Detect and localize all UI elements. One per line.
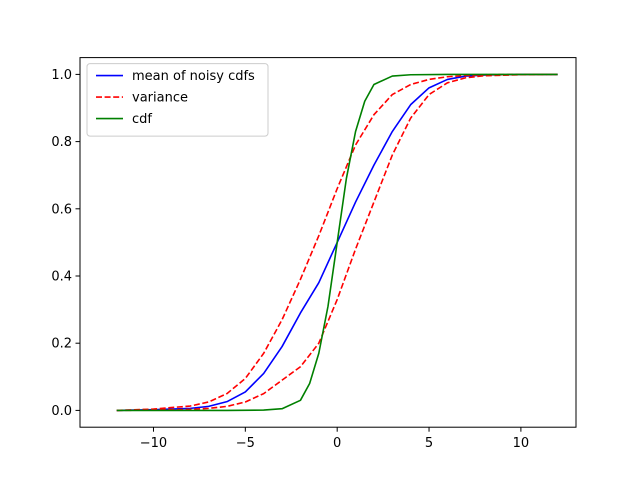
series-line-cdf-3 <box>116 73 558 412</box>
series-line-variance-1 <box>116 73 558 412</box>
series-layer <box>116 73 558 412</box>
y-tick-label: 0.0 <box>51 404 72 419</box>
legend-label-cdf: cdf <box>132 112 152 127</box>
x-tick-label: −10 <box>140 436 167 451</box>
y-tick-label: 0.2 <box>51 337 72 352</box>
series-line-variance-2 <box>116 73 558 412</box>
legend: mean of noisy cdfs variance cdf <box>86 63 269 137</box>
legend-label-variance: variance <box>132 91 188 106</box>
y-tick-label: 0.4 <box>51 270 72 285</box>
x-tick-label: 5 <box>425 436 433 451</box>
legend-box <box>86 63 269 137</box>
x-axis-ticks: −10 −5 0 5 10 <box>140 427 529 451</box>
x-tick-label: −5 <box>236 436 255 451</box>
x-tick-label: 0 <box>333 436 341 451</box>
legend-label-mean-of-noisy-cdfs: mean of noisy cdfs <box>132 69 255 84</box>
x-tick-label: 10 <box>513 436 530 451</box>
y-tick-label: 0.8 <box>51 135 72 150</box>
y-tick-label: 0.6 <box>51 202 72 217</box>
y-tick-label: 1.0 <box>51 68 72 83</box>
y-axis-ticks: 0.0 0.2 0.4 0.6 0.8 1.0 <box>51 68 80 419</box>
plot-frame <box>79 57 577 428</box>
